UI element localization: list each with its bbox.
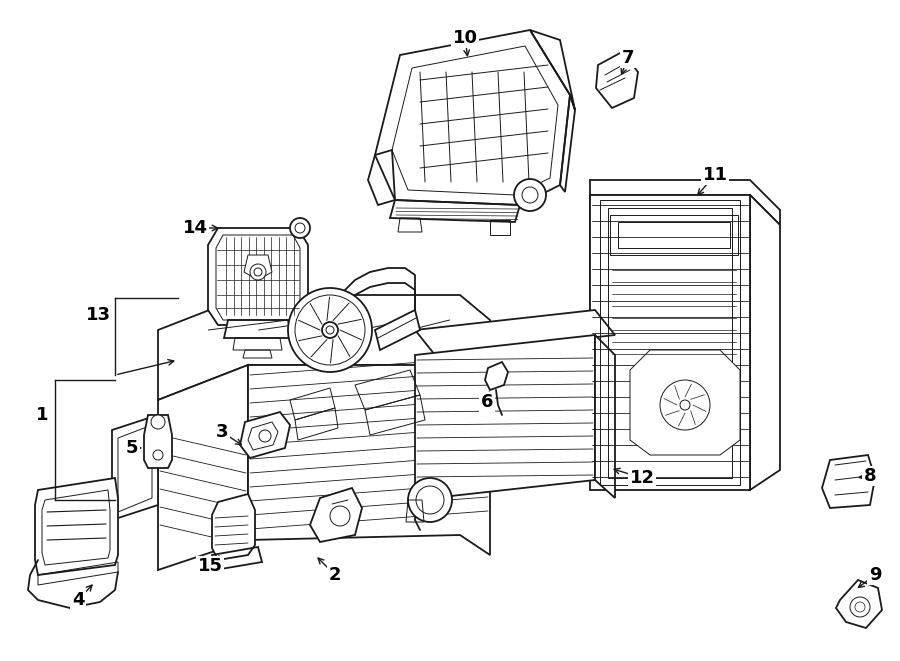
Circle shape xyxy=(250,264,266,280)
Text: 2: 2 xyxy=(328,566,341,584)
Text: 7: 7 xyxy=(622,49,634,67)
Text: 3: 3 xyxy=(216,423,229,441)
Text: 14: 14 xyxy=(183,219,208,237)
Text: 13: 13 xyxy=(86,306,111,324)
Text: 15: 15 xyxy=(197,557,222,575)
Circle shape xyxy=(322,322,338,338)
Text: 4: 4 xyxy=(72,591,85,609)
Polygon shape xyxy=(822,455,875,508)
Text: 6: 6 xyxy=(481,393,493,411)
Polygon shape xyxy=(485,362,508,390)
Text: 9: 9 xyxy=(868,566,881,584)
Circle shape xyxy=(850,597,870,617)
Circle shape xyxy=(259,430,271,442)
Polygon shape xyxy=(208,228,308,325)
Polygon shape xyxy=(630,350,740,455)
Circle shape xyxy=(408,478,452,522)
Polygon shape xyxy=(415,310,615,355)
Circle shape xyxy=(288,288,372,372)
Text: 1: 1 xyxy=(36,406,49,424)
Polygon shape xyxy=(158,295,490,400)
Text: 10: 10 xyxy=(453,29,478,47)
Circle shape xyxy=(514,179,546,211)
Polygon shape xyxy=(35,478,118,575)
Text: 8: 8 xyxy=(864,467,877,485)
Polygon shape xyxy=(750,195,780,490)
Polygon shape xyxy=(212,494,255,560)
Text: 5: 5 xyxy=(126,439,139,457)
Polygon shape xyxy=(240,412,290,458)
Circle shape xyxy=(290,218,310,238)
Polygon shape xyxy=(144,415,172,468)
Circle shape xyxy=(153,450,163,460)
Polygon shape xyxy=(590,195,620,490)
Polygon shape xyxy=(595,335,615,498)
Circle shape xyxy=(330,506,350,526)
Polygon shape xyxy=(112,415,158,520)
Polygon shape xyxy=(590,180,780,225)
Circle shape xyxy=(660,380,710,430)
Text: 12: 12 xyxy=(629,469,654,487)
Polygon shape xyxy=(310,488,362,542)
Circle shape xyxy=(151,415,165,429)
Text: 11: 11 xyxy=(703,166,727,184)
Polygon shape xyxy=(590,195,750,490)
Polygon shape xyxy=(375,310,420,350)
Circle shape xyxy=(680,400,690,410)
Polygon shape xyxy=(415,335,595,500)
Polygon shape xyxy=(836,580,882,628)
Polygon shape xyxy=(248,365,490,555)
Polygon shape xyxy=(224,320,292,338)
Polygon shape xyxy=(244,255,272,280)
Polygon shape xyxy=(158,365,248,570)
